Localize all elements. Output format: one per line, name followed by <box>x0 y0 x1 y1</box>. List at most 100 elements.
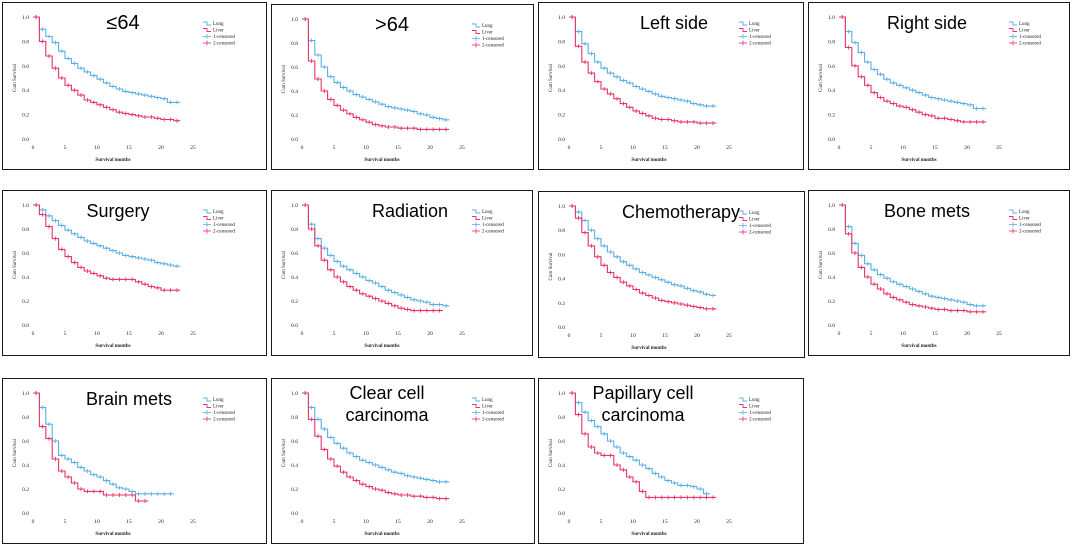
y-tick-label: 0.8 <box>558 415 565 421</box>
legend-label: 1-censored <box>749 224 771 229</box>
legend-label: 1-censored <box>749 35 771 40</box>
series-line-lung <box>839 16 987 110</box>
x-tick-label: 15 <box>932 145 938 151</box>
y-tick-label: 0.2 <box>22 113 29 119</box>
y-tick-label: 0.4 <box>291 463 298 469</box>
y-tick-label: 0.0 <box>828 323 835 329</box>
legend-label: Lung <box>213 398 224 403</box>
x-tick-label: 10 <box>363 145 369 151</box>
x-tick-label: 25 <box>726 333 732 339</box>
x-tick-label: 15 <box>662 145 668 151</box>
legend-swatch <box>739 21 747 26</box>
legend-label: 2-censored <box>749 231 771 236</box>
x-tick-label: 25 <box>190 519 196 525</box>
chart-title: Surgery <box>86 201 149 221</box>
y-tick-label: 0.6 <box>291 65 298 71</box>
legend-label: 2-censored <box>482 230 504 235</box>
y-tick-label: 0.2 <box>558 113 565 119</box>
km-panel-gt64: 0.0 0.2 0.4 0.6 0.8 1.0 0 5 10 15 20 25 Survival mon… <box>271 4 534 170</box>
legend-label: Liver <box>1019 29 1030 34</box>
x-axis-label: Survival months <box>901 158 936 163</box>
x-axis-label: Survival months <box>901 344 936 349</box>
y-tick-label: 0.2 <box>828 113 835 119</box>
chart-title-line: Clear cell <box>349 383 424 403</box>
series-line-liver <box>569 392 717 498</box>
x-axis-label: Survival months <box>631 346 666 351</box>
km-panel-left-side: 0.0 0.2 0.4 0.6 0.8 1.0 0 5 10 15 20 25 Survival mon… <box>538 2 804 170</box>
legend-swatch <box>203 404 211 408</box>
y-tick-label: 0.0 <box>291 511 298 517</box>
km-chart: 0.0 0.2 0.4 0.6 0.8 1.0 0 5 10 15 20 25 Survival mon… <box>819 13 1041 163</box>
x-tick-label: 5 <box>870 331 873 337</box>
y-tick-label: 0.8 <box>828 227 835 233</box>
y-tick-label: 1.0 <box>828 203 835 209</box>
y-axis-label: Cum Survival <box>549 63 554 92</box>
x-tick-label: 10 <box>94 145 100 151</box>
y-tick-label: 0.2 <box>22 299 29 305</box>
y-tick-label: 0.0 <box>291 323 298 329</box>
x-tick-label: 5 <box>600 519 603 525</box>
y-tick-label: 0.4 <box>558 463 565 469</box>
y-tick-label: 0.0 <box>558 137 565 143</box>
x-tick-label: 0 <box>301 145 304 151</box>
x-tick-label: 25 <box>726 519 732 525</box>
legend-swatch <box>739 210 747 215</box>
legend-swatch <box>203 397 211 402</box>
x-axis-label: Survival months <box>364 158 399 163</box>
legend-swatch <box>739 28 747 32</box>
y-axis-label: Cum Survival <box>549 252 554 281</box>
x-tick-label: 10 <box>630 519 636 525</box>
y-tick-label: 0.6 <box>22 439 29 445</box>
y-tick-label: 0.8 <box>291 41 298 47</box>
km-panel-brain-mets: 0.0 0.2 0.4 0.6 0.8 1.0 0 5 10 15 20 25 Survival mon… <box>2 378 267 544</box>
y-tick-label: 0.6 <box>558 252 565 258</box>
x-tick-label: 0 <box>32 331 35 337</box>
y-tick-label: 1.0 <box>22 15 29 21</box>
series-line-lung <box>33 16 181 103</box>
series-line-lung <box>569 16 717 107</box>
km-panel-clear-cell: 0.0 0.2 0.4 0.6 0.8 1.0 0 5 10 15 20 25 Survival mon… <box>271 378 535 544</box>
series-line-liver <box>839 204 987 313</box>
legend-swatch <box>472 404 480 408</box>
x-tick-label: 0 <box>32 145 35 151</box>
x-tick-label: 20 <box>427 331 433 337</box>
x-tick-label: 25 <box>459 519 465 525</box>
y-tick-label: 0.6 <box>558 439 565 445</box>
x-axis-label: Survival months <box>631 532 666 537</box>
legend-label: 1-censored <box>482 37 504 42</box>
legend-label: Lung <box>749 22 760 27</box>
km-chart: 0.0 0.2 0.4 0.6 0.8 1.0 0 5 10 15 20 25 Survival mon… <box>549 202 771 351</box>
legend-label: Liver <box>213 217 224 222</box>
legend-swatch <box>1009 21 1017 26</box>
legend-swatch <box>203 28 211 32</box>
y-tick-label: 1.0 <box>22 391 29 397</box>
y-tick-label: 0.6 <box>22 251 29 257</box>
legend-label: Liver <box>749 218 760 223</box>
y-axis-label: Cum Survival <box>819 63 824 92</box>
y-axis-label: Cum Survival <box>282 250 287 279</box>
y-tick-label: 0.2 <box>22 487 29 493</box>
x-tick-label: 10 <box>630 145 636 151</box>
y-tick-label: 0.8 <box>558 39 565 45</box>
y-tick-label: 0.2 <box>291 487 298 493</box>
legend-label: 1-censored <box>482 411 504 416</box>
y-tick-label: 0.2 <box>828 299 835 305</box>
legend-swatch <box>1009 216 1017 220</box>
x-tick-label: 5 <box>870 145 873 151</box>
x-tick-label: 25 <box>459 145 465 151</box>
legend-label: 2-censored <box>1019 230 1041 235</box>
chart-title: Bone mets <box>884 201 970 221</box>
x-tick-label: 25 <box>726 145 732 151</box>
y-tick-label: 0.6 <box>828 64 835 70</box>
y-tick-label: 0.4 <box>22 463 29 469</box>
legend-swatch <box>1009 28 1017 32</box>
km-chart: 0.0 0.2 0.4 0.6 0.8 1.0 0 5 10 15 20 25 Survival mon… <box>282 383 504 537</box>
y-tick-label: 0.8 <box>828 39 835 45</box>
y-tick-label: 0.4 <box>291 89 298 95</box>
chart-title-line: carcinoma <box>601 405 685 425</box>
y-tick-label: 1.0 <box>558 15 565 21</box>
legend-label: 2-censored <box>1019 42 1041 47</box>
chart-title: Left side <box>640 13 708 33</box>
x-tick-label: 25 <box>996 145 1002 151</box>
legend-label: Liver <box>213 29 224 34</box>
